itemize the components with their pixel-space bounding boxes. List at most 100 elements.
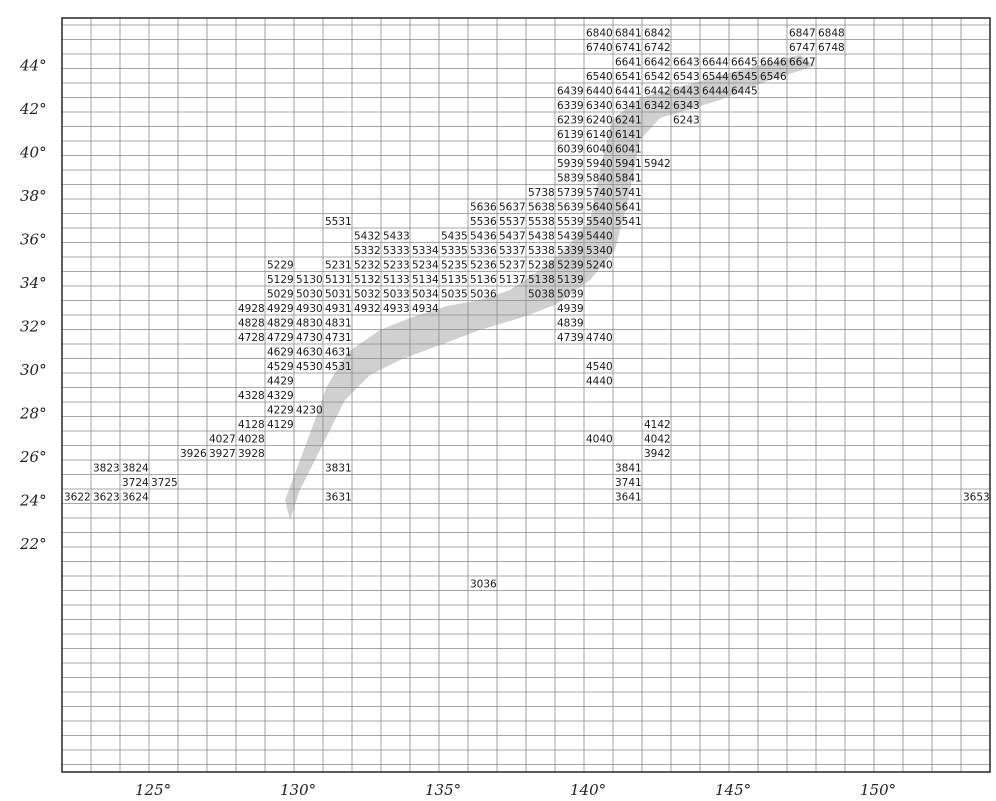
mesh-code-label: 3841: [615, 463, 642, 475]
mesh-code-label: 4933: [383, 303, 410, 315]
mesh-code-label: 4630: [296, 347, 323, 359]
latitude-label: 32°: [20, 317, 47, 335]
mesh-code-label: 6545: [731, 71, 758, 83]
mesh-code-label: 6039: [557, 144, 584, 156]
mesh-code-label: 6543: [673, 71, 700, 83]
mesh-code-label: 5939: [557, 158, 584, 170]
mesh-code-label: 6443: [673, 86, 700, 98]
mesh-code-label: 5537: [499, 216, 526, 228]
longitude-label: 145°: [715, 781, 751, 799]
mesh-code-label: 6643: [673, 57, 700, 69]
mesh-code-label: 4728: [238, 332, 265, 344]
mesh-code-label: 5138: [528, 274, 555, 286]
mesh-code-label: 4631: [325, 347, 352, 359]
mesh-code-label: 6040: [586, 144, 613, 156]
latitude-label: 24°: [19, 491, 47, 509]
mesh-code-label: 6140: [586, 129, 613, 141]
mesh-code-label: 3928: [238, 448, 265, 460]
mesh-code-label: 5531: [325, 216, 352, 228]
mesh-code-label: 5640: [586, 202, 613, 214]
mesh-code-label: 4729: [267, 332, 294, 344]
mesh-code-label: 4930: [296, 303, 323, 315]
mesh-code-label: 4731: [325, 332, 352, 344]
mesh-code-label: 5237: [499, 260, 526, 272]
mesh-code-label: 5340: [586, 245, 613, 257]
mesh-code-label: 5336: [470, 245, 497, 257]
mesh-code-label: 6141: [615, 129, 642, 141]
mesh-code-label: 6139: [557, 129, 584, 141]
mesh-code-label: 5034: [412, 289, 439, 301]
mesh-code-label: 4042: [644, 434, 671, 446]
mesh-code-label: 4530: [296, 361, 323, 373]
mesh-code-label: 5033: [383, 289, 410, 301]
longitude-label: 140°: [570, 781, 606, 799]
latitude-label: 38°: [20, 187, 47, 205]
mesh-code-label: 4739: [557, 332, 584, 344]
land-mass: [285, 55, 815, 520]
mesh-code-label: 5334: [412, 245, 439, 257]
mesh-code-label: 6748: [818, 42, 845, 54]
mesh-code-label: 6240: [586, 115, 613, 127]
map-frame: [61, 17, 991, 773]
mesh-code-label: 5031: [325, 289, 352, 301]
mesh-code-label: 4329: [267, 390, 294, 402]
mesh-code-label: 6241: [615, 115, 642, 127]
mesh-code-label: 6341: [615, 100, 642, 112]
mesh-code-label: 5433: [383, 231, 410, 243]
mesh-code-label: 4229: [267, 405, 294, 417]
mesh-code-label: 3725: [151, 477, 178, 489]
mesh-code-label: 6342: [644, 100, 671, 112]
mesh-code-label: 4629: [267, 347, 294, 359]
mesh-code-label: 5135: [441, 274, 468, 286]
mesh-code-label: 4142: [644, 419, 671, 431]
mesh-code-label: 5432: [354, 231, 381, 243]
mesh-code-label: 5339: [557, 245, 584, 257]
mesh-code-label: 3724: [122, 477, 149, 489]
mesh-code-label: 6840: [586, 28, 613, 40]
mesh-code-label: 4540: [586, 361, 613, 373]
mesh-code-label: 4939: [557, 303, 584, 315]
mesh-code-label: 4828: [238, 318, 265, 330]
latitude-label: 42°: [19, 100, 47, 118]
mesh-code-label: 4829: [267, 318, 294, 330]
mesh-code-label: 5232: [354, 260, 381, 272]
mesh-code-label: 5231: [325, 260, 352, 272]
mesh-code-label: 5234: [412, 260, 439, 272]
mesh-code-label: 4931: [325, 303, 352, 315]
mesh-code-label: 5439: [557, 231, 584, 243]
mesh-code-label: 6442: [644, 86, 671, 98]
mesh-code-label: 5039: [557, 289, 584, 301]
mesh-code-label: 6439: [557, 86, 584, 98]
mesh-code-label: 5139: [557, 274, 584, 286]
mesh-code-label: 6644: [702, 57, 729, 69]
mesh-code-label: 5030: [296, 289, 323, 301]
mesh-code-label: 6646: [760, 57, 787, 69]
mesh-code-label: 4529: [267, 361, 294, 373]
mesh-code-label: 3036: [470, 579, 497, 591]
mesh-code-label: 5335: [441, 245, 468, 257]
mesh-code-label: 6645: [731, 57, 758, 69]
mesh-code-label: 5337: [499, 245, 526, 257]
latitude-label: 36°: [20, 230, 47, 248]
mesh-code-label: 4839: [557, 318, 584, 330]
mesh-code-label: 4928: [238, 303, 265, 315]
mesh-code-label: 5032: [354, 289, 381, 301]
mesh-code-label: 6647: [789, 57, 816, 69]
mesh-code-label: 5132: [354, 274, 381, 286]
longitude-label: 150°: [860, 781, 896, 799]
mesh-code-label: 5840: [586, 173, 613, 185]
mesh-code-label: 4830: [296, 318, 323, 330]
mesh-code-label: 4128: [238, 419, 265, 431]
mesh-code-label: 3622: [64, 492, 91, 504]
mesh-code-label: 6841: [615, 28, 642, 40]
mesh-code-label: 5741: [615, 187, 642, 199]
mesh-code-label: 5740: [586, 187, 613, 199]
mesh-code-label: 5636: [470, 202, 497, 214]
grid-lines: [61, 18, 991, 772]
latitude-label: 26°: [19, 448, 47, 466]
mesh-code-label: 5438: [528, 231, 555, 243]
mesh-code-label: 5029: [267, 289, 294, 301]
mesh-code-label: 5134: [412, 274, 439, 286]
mesh-code-label: 6747: [789, 42, 816, 54]
